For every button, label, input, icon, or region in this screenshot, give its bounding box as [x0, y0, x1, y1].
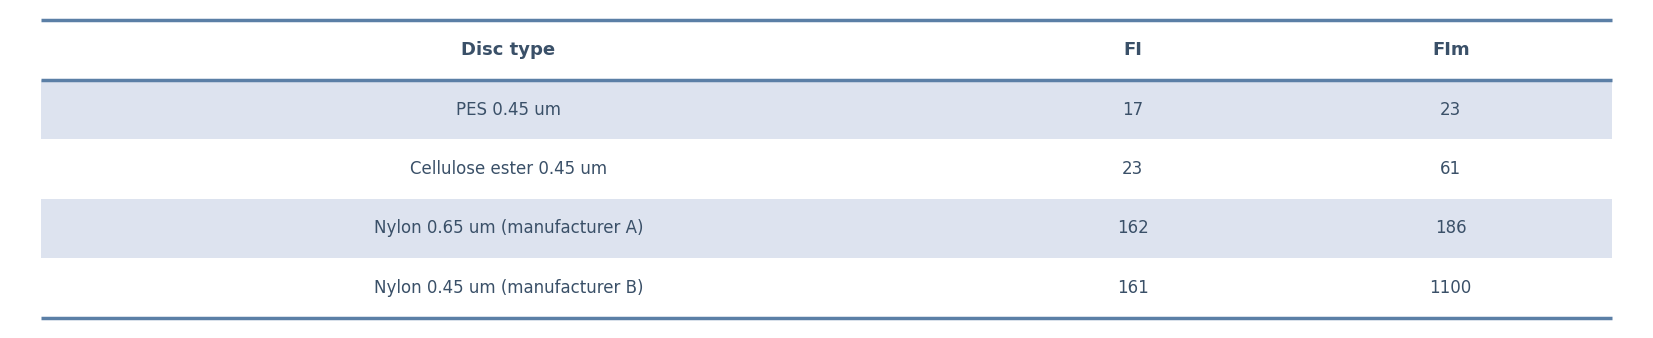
Text: 1100: 1100 — [1430, 279, 1471, 297]
Text: PES 0.45 um: PES 0.45 um — [456, 100, 560, 119]
Text: 23: 23 — [1122, 160, 1144, 178]
FancyBboxPatch shape — [41, 258, 1612, 318]
Text: 161: 161 — [1117, 279, 1149, 297]
Text: 17: 17 — [1122, 100, 1144, 119]
Text: Nylon 0.45 um (manufacturer B): Nylon 0.45 um (manufacturer B) — [374, 279, 643, 297]
FancyBboxPatch shape — [41, 199, 1612, 258]
Text: FI: FI — [1124, 41, 1142, 59]
Text: FIm: FIm — [1431, 41, 1470, 59]
Text: Nylon 0.65 um (manufacturer A): Nylon 0.65 um (manufacturer A) — [374, 219, 643, 238]
Text: Disc type: Disc type — [461, 41, 555, 59]
Text: 186: 186 — [1435, 219, 1466, 238]
FancyBboxPatch shape — [41, 80, 1612, 139]
Text: 162: 162 — [1117, 219, 1149, 238]
Text: Cellulose ester 0.45 um: Cellulose ester 0.45 um — [410, 160, 607, 178]
Text: 61: 61 — [1440, 160, 1461, 178]
FancyBboxPatch shape — [41, 139, 1612, 199]
Text: 23: 23 — [1440, 100, 1461, 119]
